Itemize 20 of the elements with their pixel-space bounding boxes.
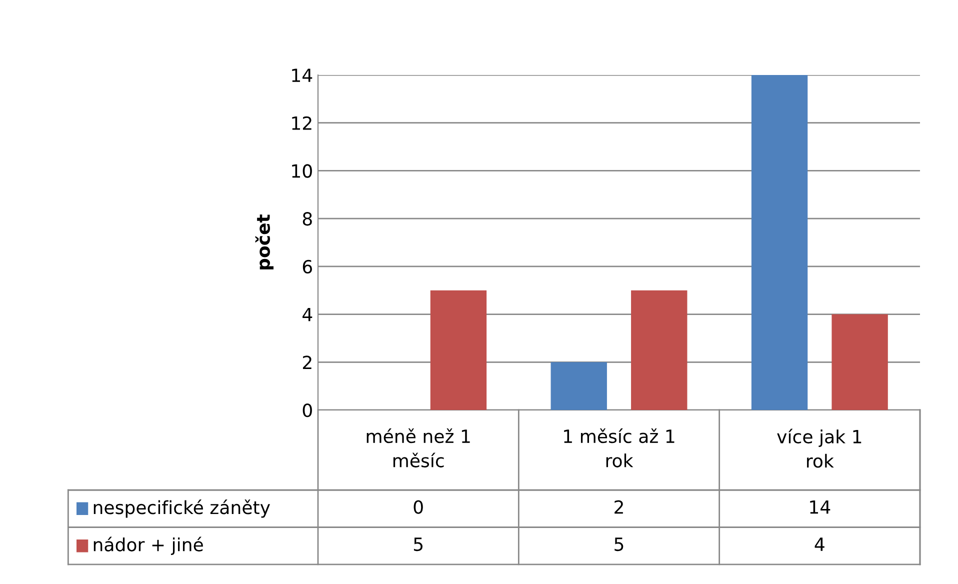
y-tick-label: 10 (292, 164, 312, 178)
data-label: 0 (414, 500, 423, 514)
data-label: 14 (810, 500, 830, 514)
x-tick-label: 1 měsíc až 1 rok (564, 428, 674, 468)
data-label: 5 (414, 538, 422, 552)
y-tick-label: 8 (302, 212, 312, 226)
y-tick-label: 14 (292, 68, 312, 82)
data-label: 5 (614, 538, 624, 552)
data-label: 2 (614, 500, 623, 514)
data-label: 4 (814, 538, 824, 551)
y-tick-label: 2 (302, 356, 312, 370)
y-tick-label: 12 (292, 116, 312, 130)
y-tick-label: 0 (302, 403, 312, 418)
x-tick-label: méně než 1 měsíc (366, 428, 470, 468)
y-tick-label: 6 (302, 260, 312, 274)
x-tick-label: více jak 1 rok (777, 428, 862, 468)
legend-label: nespecifické záněty (94, 500, 270, 518)
legend-label: nádor + jiné (94, 536, 203, 555)
y-axis-title: počet (255, 214, 274, 270)
y-tick-label: 4 (302, 308, 312, 322)
